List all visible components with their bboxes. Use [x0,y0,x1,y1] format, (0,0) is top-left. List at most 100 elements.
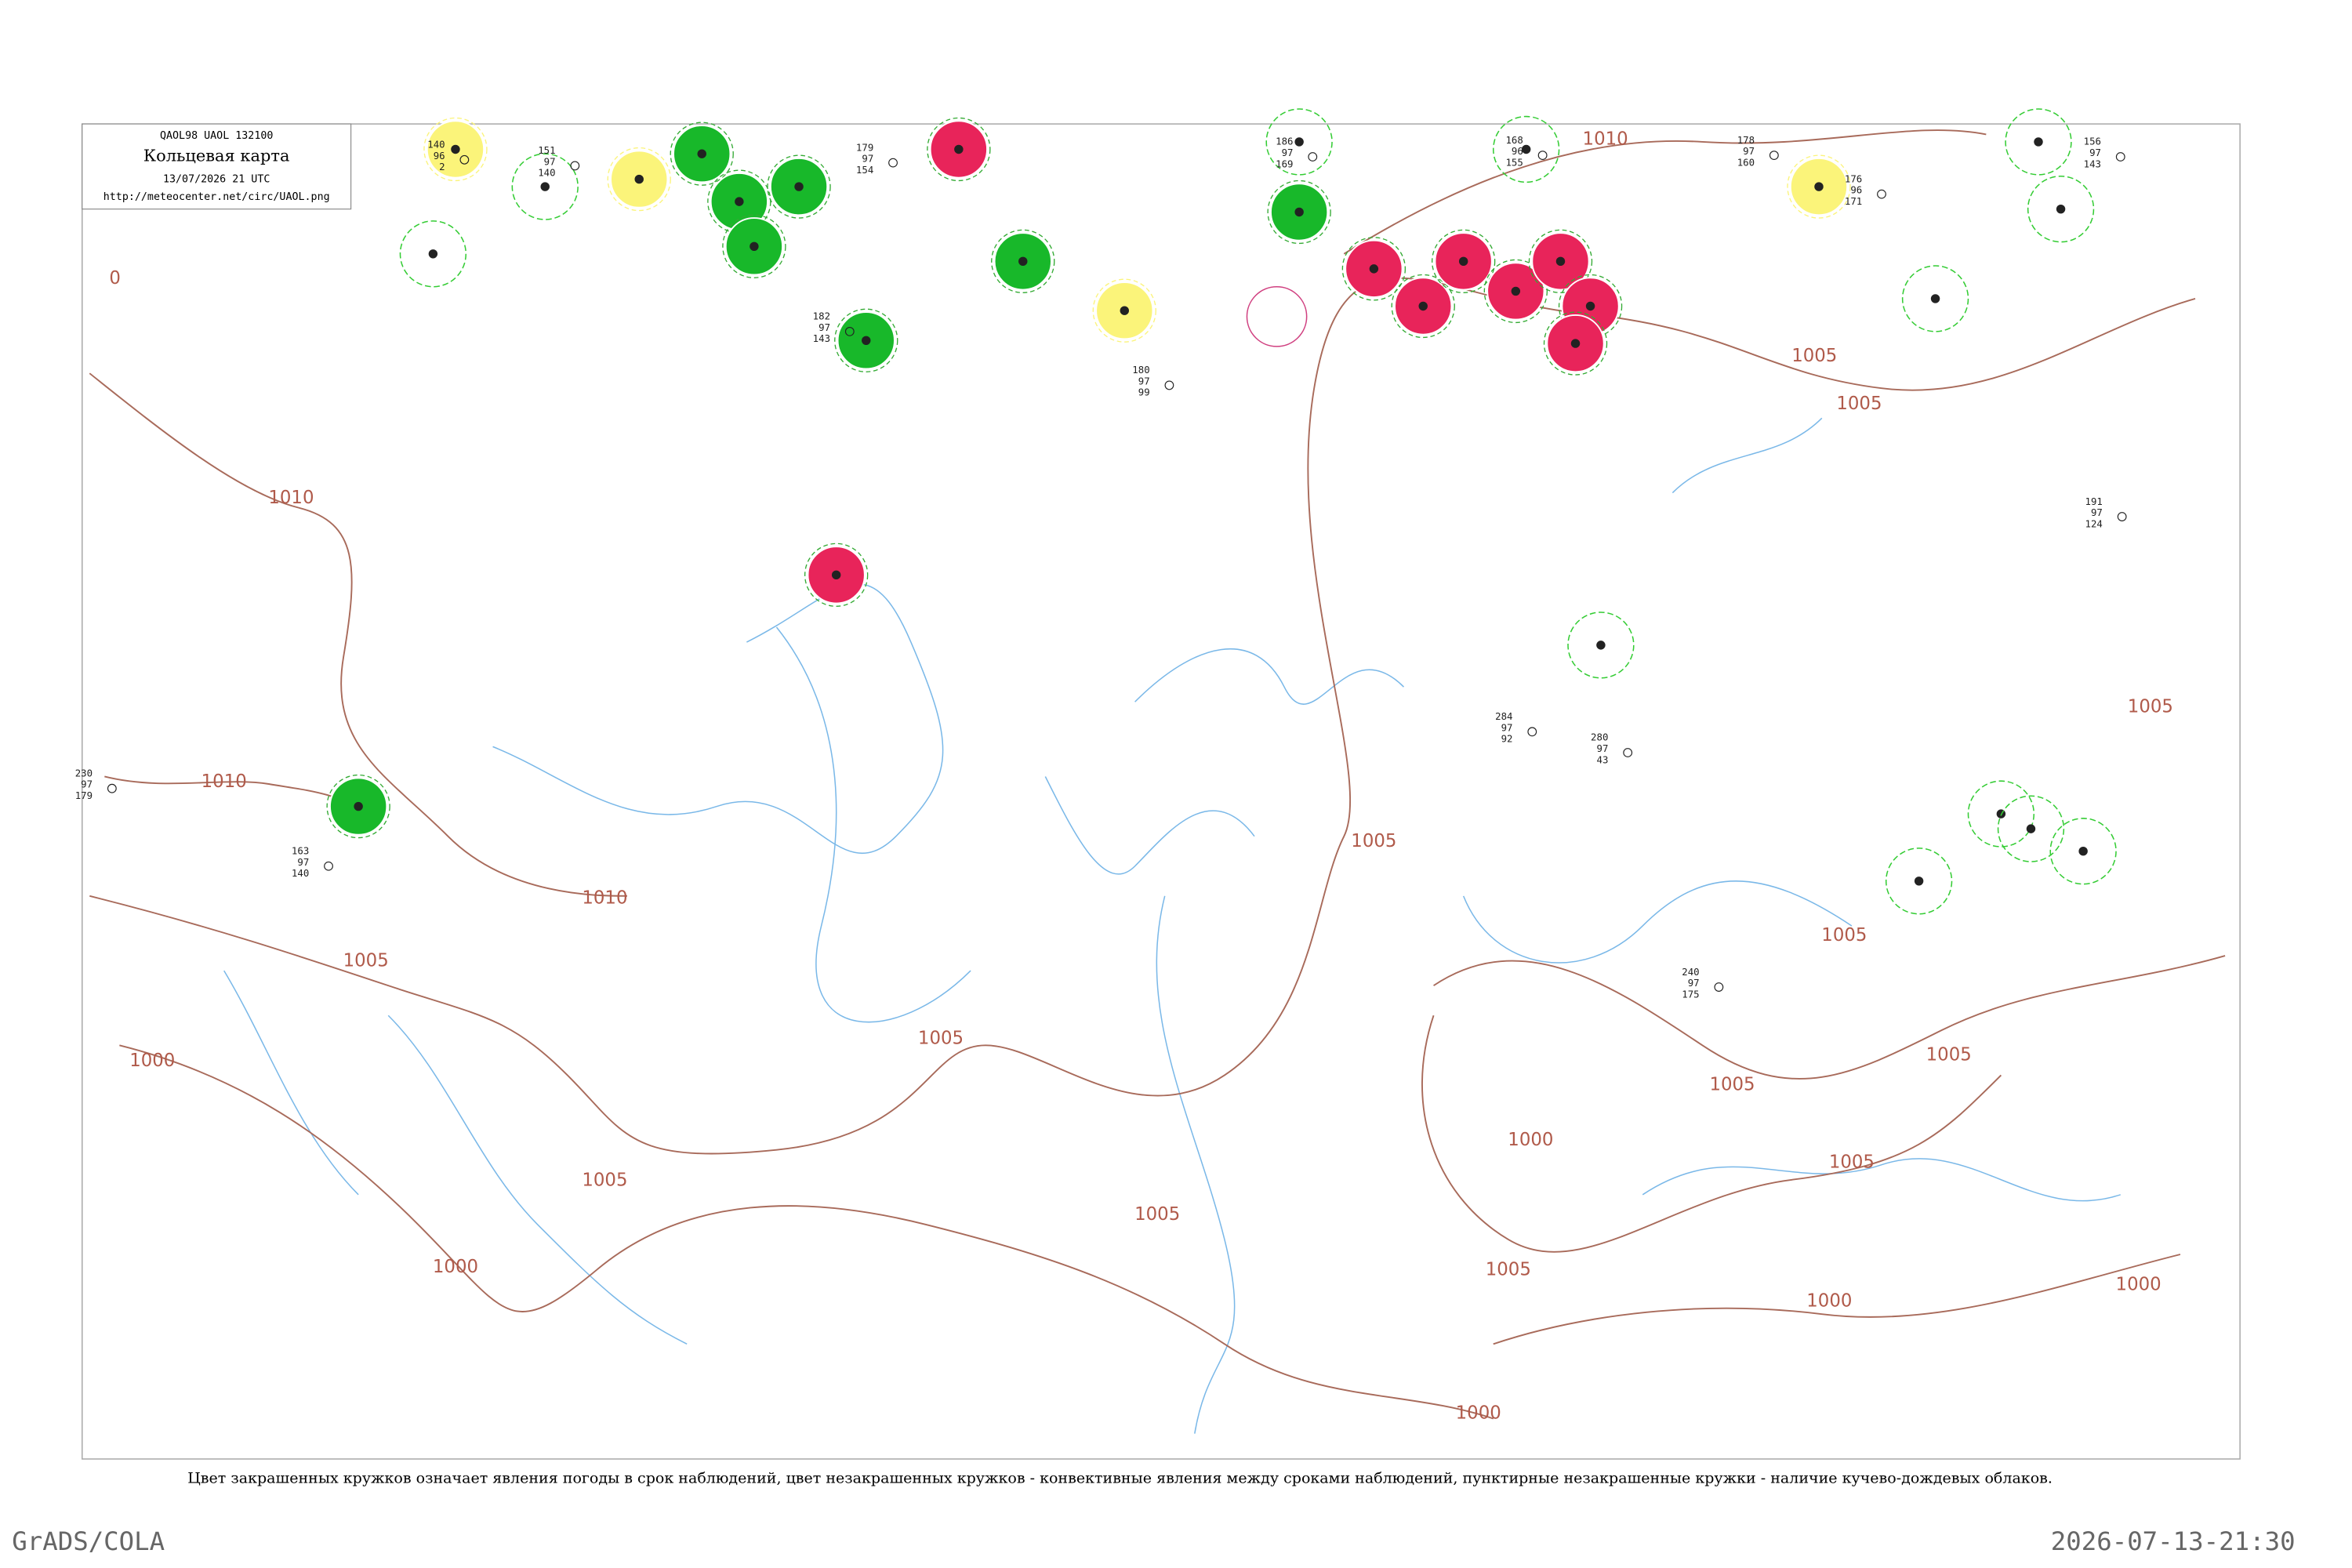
station-dot [1596,641,1606,650]
station-reading: 240 [1682,967,1699,978]
station-dot [1418,301,1428,311]
station-dot [862,336,871,345]
header-title: Кольцевая карта [143,147,290,165]
weather-circles [326,108,2117,915]
isobar-label: 1010 [1583,129,1628,150]
station-dot [735,197,744,206]
isobar-label: 0 [109,268,121,289]
station-dot [1555,256,1566,267]
station-reading: 156 [2084,136,2101,147]
isobar-label: 1005 [1829,1152,1875,1173]
station-reading: 179 [856,142,873,153]
weather-ring [1528,229,1593,293]
station-marker [1308,152,1318,162]
station-reading: 124 [2085,518,2103,529]
station-marker [1877,189,1886,199]
station-dot [2078,847,2088,856]
station-dot [954,144,964,154]
station-marker [1769,151,1779,160]
cb-circle [1997,795,2065,862]
weather-ring [423,117,488,182]
station-reading: 182 [813,311,830,322]
cb-circle [511,153,579,220]
station-marker [1537,151,1548,160]
station-reading: 43 [1597,754,1609,765]
isobar-label: 1005 [2128,697,2173,717]
weather-ring [722,214,786,278]
station-reading: 96 [1850,185,1862,196]
station-reading: 97 [81,779,93,790]
ts-circle [1246,285,1308,347]
header-frame [82,123,352,210]
weather-ring [670,122,734,186]
isobar-label: 1005 [1836,394,1882,414]
station-dot [1294,137,1304,147]
station-reading: 160 [1737,157,1755,168]
station-dot [634,174,644,184]
station-dot [1570,339,1581,348]
station-marker [2117,512,2127,521]
station-reading: 140 [538,168,555,179]
station-dot [697,149,706,158]
station-dot [1930,294,1940,303]
station-reading: 97 [818,322,830,333]
station-dot [540,182,550,191]
isobar-label: 1005 [1134,1204,1180,1225]
station-dot [1585,301,1595,311]
isobar-label: 1005 [343,950,389,971]
station-reading: 97 [1501,722,1513,733]
station-reading: 180 [1132,365,1149,376]
caption: Цвет закрашенных кружков означает явлени… [187,1469,2053,1486]
station-reading: 179 [75,790,93,801]
station-marker [1527,727,1537,737]
station-reading: 168 [1505,135,1523,146]
rivers [223,417,2122,1434]
station-reading: 92 [1501,734,1513,745]
weather-ring [607,147,671,212]
station-reading: 143 [2084,158,2101,169]
isobar-label: 1005 [1351,831,1396,851]
cb-circle [1885,848,1953,915]
station-reading: 191 [2085,496,2103,507]
weather-ring [1543,311,1608,376]
station-dot [1018,256,1028,267]
weather-ring [991,229,1055,293]
station-dot [428,249,438,259]
header-url: http://meteocenter.net/circ/UAOL.png [103,191,330,203]
station-marker [888,158,898,168]
cb-circle [2049,818,2117,885]
cb-circle [399,220,467,288]
station-dot [1914,877,1924,886]
weather-ring [1787,154,1851,219]
station-dot [1120,306,1129,315]
station-reading: 163 [292,846,309,857]
isobar-labels: 1010 1010 1010 1010 1005 1005 1005 1005 1005 1005… [109,129,2173,1424]
station-reading: 151 [538,145,555,156]
header-time: 13/07/2026 21 UTC [163,173,270,185]
station-reading: 97 [544,156,556,167]
weather-ring [804,543,869,607]
station-marker [844,326,855,336]
weather-ring [1092,278,1156,343]
isobar-label: 1000 [1508,1130,1553,1150]
weather-ring [326,774,390,839]
weather-ring [927,117,991,182]
cb-circle [1967,780,2035,848]
station-reading: 97 [297,857,309,868]
isobar-label: 1005 [918,1028,964,1048]
station-marker [570,161,580,171]
station-dot [1814,182,1824,191]
station-dot [1521,144,1531,154]
station-reading: 284 [1495,711,1512,722]
station-reading: 97 [2089,147,2101,158]
weather-ring [1341,237,1406,301]
station-reading: 178 [1737,135,1755,146]
station-dot [2056,204,2066,214]
station-dot [2034,137,2043,147]
footer-left: GrADS/COLA [12,1526,165,1556]
isobar-label: 1010 [201,771,247,792]
station-reading: 230 [75,768,93,779]
station-reading: 97 [1282,147,1294,158]
station-reading: 97 [1597,743,1609,754]
